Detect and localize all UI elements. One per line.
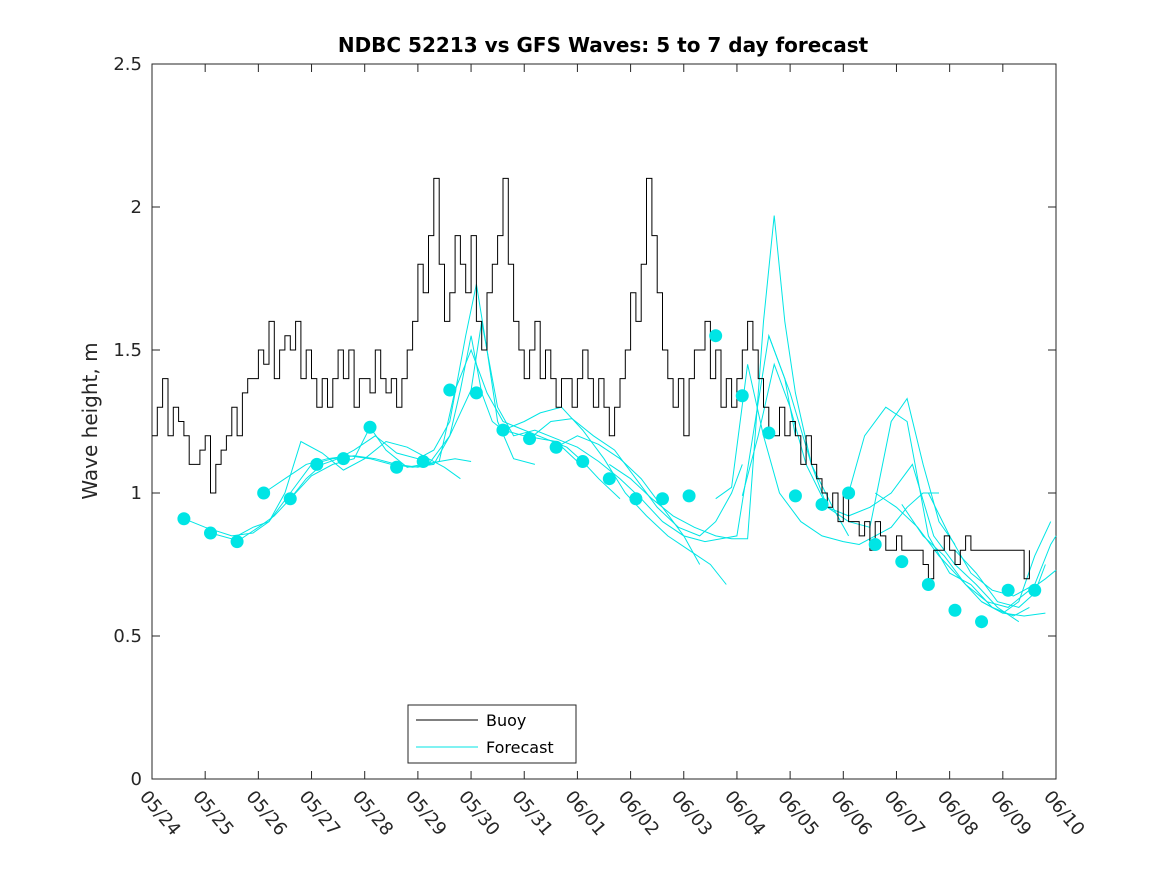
forecast-point [576, 455, 590, 469]
forecast-point [336, 452, 350, 466]
legend-forecast-label: Forecast [486, 738, 554, 757]
forecast-point [363, 420, 377, 434]
forecast-point [310, 457, 324, 471]
forecast-point [868, 537, 882, 551]
forecast-point [629, 492, 643, 506]
forecast-point [655, 492, 669, 506]
plot-frame [151, 63, 1057, 780]
plot-area [151, 63, 1057, 780]
forecast-point [1001, 583, 1015, 597]
legend-box [407, 704, 577, 764]
y-tick-label: 0 [131, 769, 142, 790]
forecast-point [203, 526, 217, 540]
forecast-line [428, 321, 701, 565]
y-tick-label: 2.5 [113, 54, 142, 75]
y-tick-label: 1 [131, 483, 142, 504]
forecast-point [390, 460, 404, 474]
forecast-line [715, 364, 939, 546]
buoy-line [152, 177, 1030, 580]
forecast-point [523, 432, 537, 446]
forecast-point [815, 497, 829, 511]
forecast-point [177, 512, 191, 526]
y-axis: 0 0.5 1 1.5 2 2.5 [113, 54, 1056, 790]
forecast-point [469, 386, 483, 400]
legend-buoy-label: Buoy [486, 711, 526, 730]
chart-title: NDBC 52213 vs GFS Waves: 5 to 7 day fore… [338, 33, 869, 57]
forecast-point [842, 486, 856, 500]
forecast-point [788, 489, 802, 503]
forecast-point [496, 423, 510, 437]
y-tick-label: 2 [131, 197, 142, 218]
forecast-line [555, 333, 796, 543]
y-tick-label: 0.5 [113, 626, 142, 647]
y-tick-label: 1.5 [113, 340, 142, 361]
forecast-point [682, 489, 696, 503]
forecast-point [416, 455, 430, 469]
forecast-point [443, 383, 457, 397]
forecast-point [283, 492, 297, 506]
y-axis-label: Wave height, m [78, 342, 102, 499]
forecast-point [602, 472, 616, 486]
forecast-point [709, 329, 723, 343]
forecast-point [948, 603, 962, 617]
forecast-point [257, 486, 271, 500]
forecast-point [895, 555, 909, 569]
forecast-line [848, 406, 1030, 617]
legend: Buoy Forecast [407, 704, 577, 764]
forecast-line [874, 492, 1046, 617]
forecast-point [921, 578, 935, 592]
forecast-point [975, 615, 989, 629]
forecast-point [1028, 583, 1042, 597]
forecast-point [762, 426, 776, 440]
forecast-point [735, 389, 749, 403]
forecast-point [230, 535, 244, 549]
forecast-line [981, 521, 1052, 614]
forecast-point [549, 440, 563, 454]
forecast-line [901, 504, 1057, 608]
